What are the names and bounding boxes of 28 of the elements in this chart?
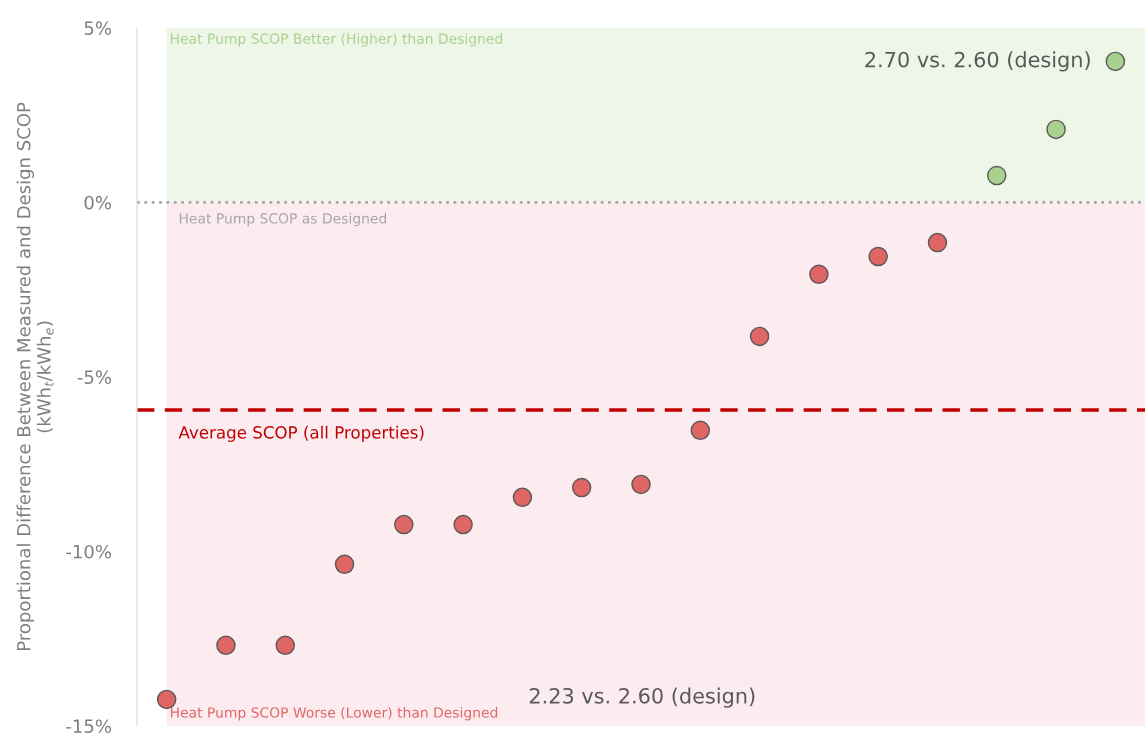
point <box>927 232 948 253</box>
point <box>275 635 295 656</box>
point <box>512 487 533 508</box>
band-label: Heat Pump SCOP Better (Higher) than Designed <box>170 33 502 47</box>
y-tick-label: -10% <box>66 544 111 559</box>
y-axis-title: Proportional Difference Between Measured and Design SCOP (kWh$_{t}$/kWh$_{e}$) <box>16 102 54 650</box>
point <box>987 165 1007 186</box>
point <box>394 514 414 535</box>
point <box>690 420 711 441</box>
y-tick-label: 5% <box>84 21 111 36</box>
ref-line-label: Heat Pump SCOP as Designed <box>179 212 387 227</box>
point <box>571 477 592 498</box>
y-tick-label: -5% <box>77 370 111 385</box>
point <box>809 264 829 285</box>
y-tick-label: 0% <box>84 195 111 210</box>
point <box>453 514 473 535</box>
point <box>749 326 770 347</box>
point <box>1105 51 1126 72</box>
point <box>1046 119 1066 140</box>
point <box>216 635 236 656</box>
annotation: 2.70 vs. 2.60 (design) <box>865 51 1090 72</box>
band-label: Heat Pump SCOP Worse (Lower) than Designed <box>170 706 498 721</box>
annotation: 2.23 vs. 2.60 (design) <box>529 687 755 708</box>
point <box>334 554 355 575</box>
ref-line-label: Average SCOP (all Properties) <box>178 425 424 442</box>
point <box>631 474 651 495</box>
point <box>868 246 888 267</box>
y-tick-label: -15% <box>66 719 111 734</box>
